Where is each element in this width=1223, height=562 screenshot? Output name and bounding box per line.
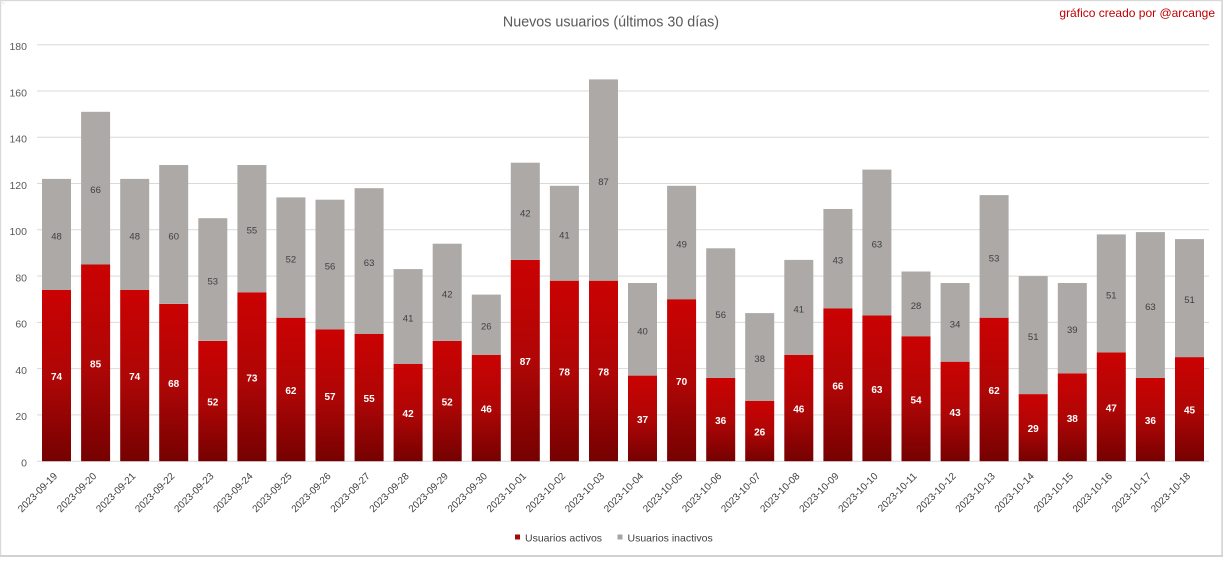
svg-text:55: 55	[247, 226, 258, 237]
svg-text:70: 70	[676, 377, 688, 388]
svg-text:46: 46	[481, 405, 493, 416]
svg-text:42: 42	[442, 289, 453, 300]
svg-text:38: 38	[754, 354, 765, 365]
svg-text:66: 66	[90, 185, 101, 196]
svg-text:80: 80	[15, 272, 27, 284]
svg-text:74: 74	[51, 372, 63, 383]
svg-text:40: 40	[637, 326, 648, 337]
svg-text:40: 40	[15, 365, 27, 377]
svg-text:43: 43	[950, 408, 962, 419]
svg-text:56: 56	[715, 310, 726, 321]
svg-text:60: 60	[168, 231, 179, 242]
svg-text:47: 47	[1106, 403, 1118, 414]
svg-text:78: 78	[598, 368, 610, 379]
svg-text:48: 48	[129, 231, 140, 242]
svg-text:57: 57	[324, 392, 336, 403]
svg-text:51: 51	[1184, 295, 1195, 306]
svg-text:49: 49	[676, 240, 687, 251]
svg-text:160: 160	[9, 87, 27, 99]
svg-text:26: 26	[481, 322, 492, 333]
svg-text:51: 51	[1106, 290, 1117, 301]
svg-text:53: 53	[208, 277, 219, 288]
svg-text:60: 60	[15, 319, 27, 331]
svg-text:63: 63	[871, 385, 883, 396]
svg-text:gráfico creado por @arcange: gráfico creado por @arcange	[1059, 6, 1215, 20]
svg-text:41: 41	[403, 314, 414, 325]
svg-text:36: 36	[715, 416, 727, 427]
svg-text:180: 180	[9, 41, 27, 53]
svg-text:55: 55	[364, 394, 376, 405]
svg-text:36: 36	[1145, 416, 1157, 427]
svg-text:0: 0	[21, 457, 27, 469]
svg-text:78: 78	[559, 368, 571, 379]
svg-text:85: 85	[90, 360, 102, 371]
svg-text:34: 34	[950, 319, 961, 330]
svg-text:38: 38	[1067, 414, 1079, 425]
svg-text:52: 52	[286, 255, 297, 266]
svg-text:46: 46	[793, 405, 805, 416]
svg-text:56: 56	[325, 262, 336, 273]
svg-text:45: 45	[1184, 406, 1196, 417]
svg-text:87: 87	[520, 357, 532, 368]
svg-text:20: 20	[15, 411, 27, 423]
svg-text:63: 63	[364, 258, 375, 269]
svg-text:63: 63	[872, 240, 883, 251]
svg-text:28: 28	[911, 301, 922, 312]
svg-text:100: 100	[9, 226, 27, 238]
svg-text:Nuevos usuarios (últimos 30 dí: Nuevos usuarios (últimos 30 días)	[503, 14, 719, 30]
svg-text:53: 53	[989, 253, 1000, 264]
svg-text:Usuarios inactivos: Usuarios inactivos	[628, 533, 713, 545]
svg-text:73: 73	[246, 373, 258, 384]
svg-text:41: 41	[794, 304, 805, 315]
svg-text:42: 42	[520, 208, 531, 219]
svg-text:39: 39	[1067, 325, 1078, 336]
svg-text:52: 52	[207, 398, 219, 409]
svg-text:29: 29	[1028, 424, 1040, 435]
svg-text:140: 140	[9, 134, 27, 146]
svg-text:43: 43	[833, 256, 844, 267]
svg-text:37: 37	[637, 415, 649, 426]
svg-text:63: 63	[1145, 302, 1156, 313]
svg-text:68: 68	[168, 379, 180, 390]
svg-text:41: 41	[559, 230, 570, 241]
svg-text:62: 62	[285, 386, 297, 397]
svg-text:52: 52	[442, 398, 454, 409]
svg-text:Usuarios activos: Usuarios activos	[525, 533, 602, 545]
svg-text:74: 74	[129, 372, 141, 383]
svg-text:42: 42	[403, 409, 415, 420]
svg-text:62: 62	[989, 386, 1001, 397]
svg-text:48: 48	[51, 231, 62, 242]
svg-text:120: 120	[9, 180, 27, 192]
svg-text:51: 51	[1028, 332, 1039, 343]
svg-text:87: 87	[598, 177, 609, 188]
svg-text:54: 54	[910, 395, 922, 406]
svg-text:26: 26	[754, 428, 766, 439]
svg-text:66: 66	[832, 381, 844, 392]
